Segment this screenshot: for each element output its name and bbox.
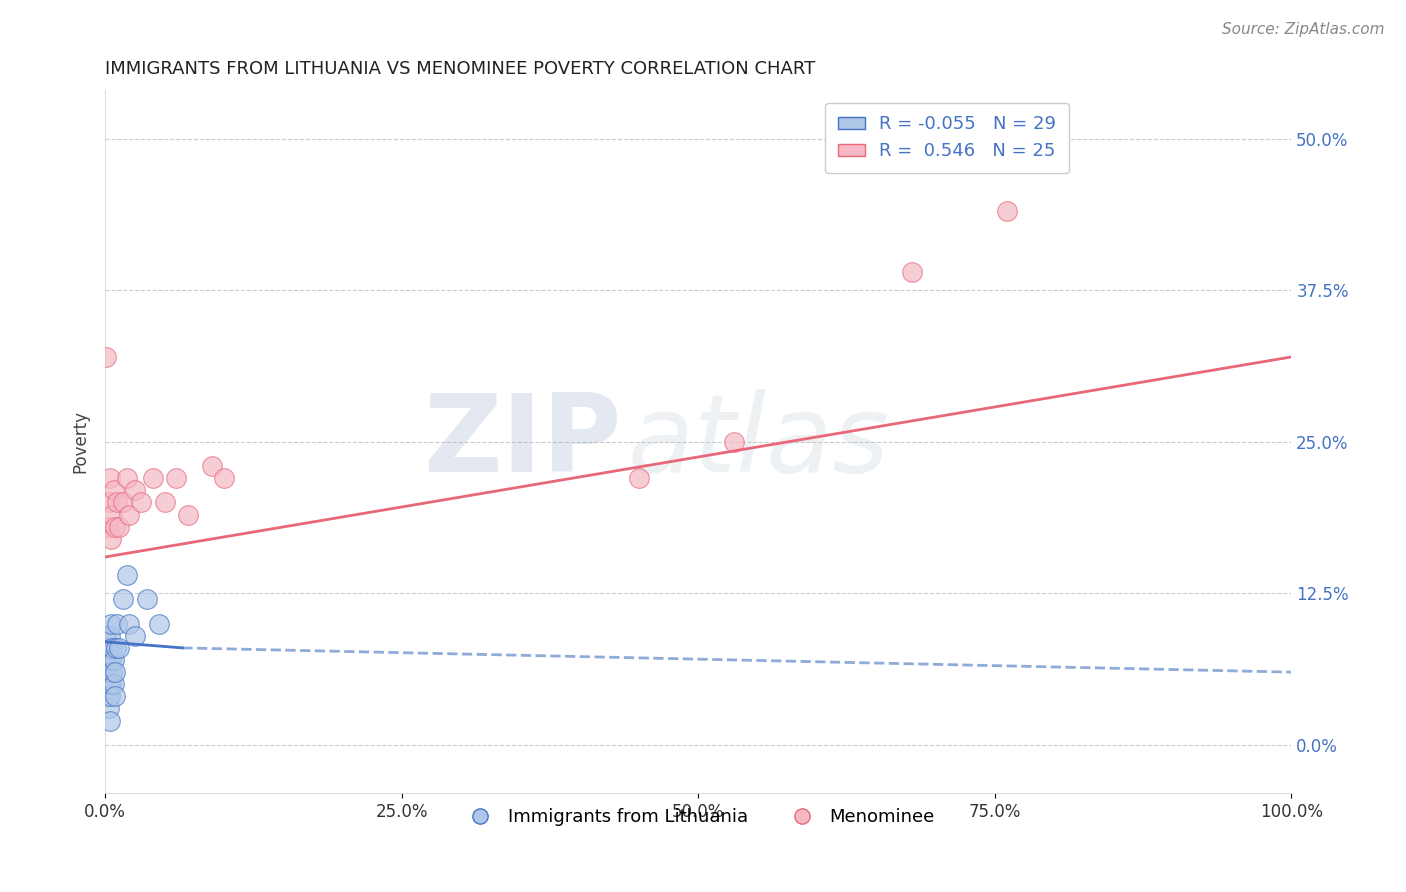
Point [98,629,121,643]
Point [98,690,121,704]
Point [723,434,745,449]
Point [97,519,120,533]
Point [97,653,120,667]
Point [115,471,138,485]
Point [100,677,122,691]
Point [97,495,120,509]
Point [104,665,127,680]
Point [100,653,122,667]
Point [98,471,121,485]
Point [97,690,120,704]
Point [104,640,127,655]
Text: Source: ZipAtlas.com: Source: ZipAtlas.com [1222,22,1385,37]
Point [98,714,121,728]
Text: IMMIGRANTS FROM LITHUANIA VS MENOMINEE POVERTY CORRELATION CHART: IMMIGRANTS FROM LITHUANIA VS MENOMINEE P… [105,60,815,78]
Point [96,629,118,643]
Point [96,350,118,364]
Point [201,458,224,473]
Text: atlas: atlas [627,389,889,494]
Point [148,616,170,631]
Point [142,471,165,485]
Point [100,616,122,631]
Point [101,640,124,655]
Text: ZIP: ZIP [423,389,621,495]
Point [118,616,141,631]
Point [900,265,922,279]
Legend: Immigrants from Lithuania, Menominee: Immigrants from Lithuania, Menominee [456,801,942,833]
Point [97,665,120,680]
Y-axis label: Poverty: Poverty [72,410,89,474]
Point [104,519,127,533]
Point [111,495,134,509]
Point [101,508,124,522]
Point [129,495,152,509]
Point [212,471,235,485]
Point [108,640,131,655]
Point [124,629,146,643]
Point [104,690,127,704]
Point [97,677,120,691]
Point [101,665,124,680]
Point [103,483,125,498]
Point [97,701,120,715]
Point [100,532,122,546]
Point [96,653,118,667]
Point [111,592,134,607]
Point [627,471,650,485]
Point [105,616,128,631]
Point [103,677,125,691]
Point [108,519,131,533]
Point [103,653,125,667]
Point [118,508,141,522]
Point [115,568,138,582]
Point [165,471,187,485]
Point [153,495,176,509]
Point [177,508,200,522]
Point [97,640,120,655]
Point [995,204,1018,219]
Point [135,592,157,607]
Point [124,483,146,498]
Point [105,495,128,509]
